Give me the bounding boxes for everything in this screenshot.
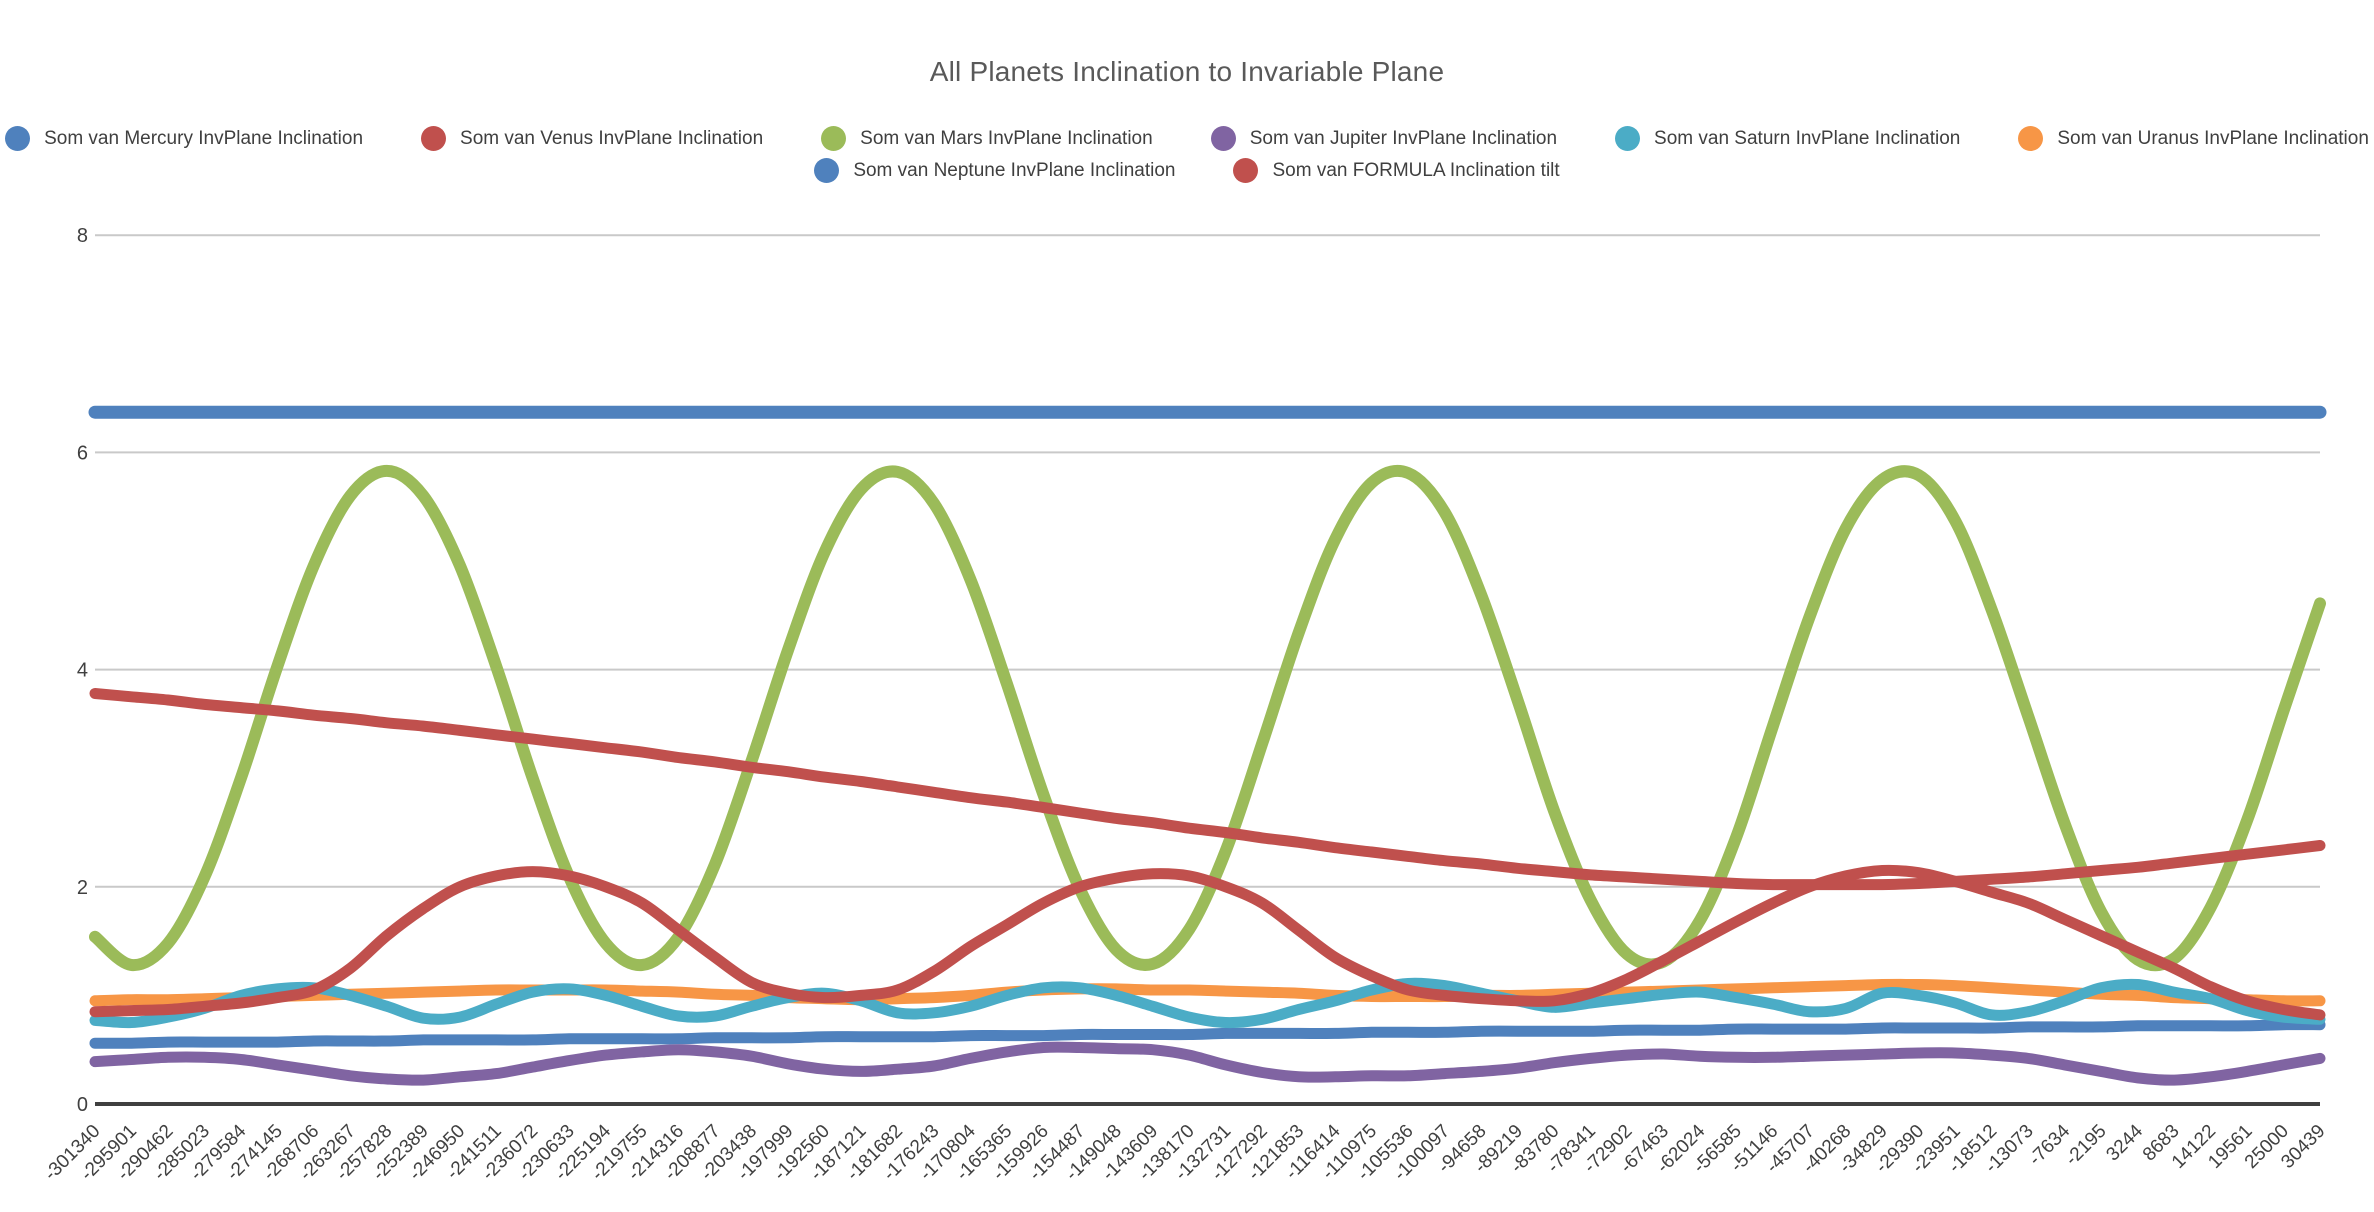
legend-item-saturn[interactable]: Som van Saturn InvPlane Inclination bbox=[1615, 126, 1960, 151]
series-line-saturn bbox=[89, 977, 2326, 1029]
y-axis-label: 4 bbox=[77, 660, 88, 682]
legend-row-1: Som van Mercury InvPlane Inclination Som … bbox=[0, 126, 2374, 151]
chart-legend: Som van Mercury InvPlane Inclination Som … bbox=[0, 126, 2374, 183]
legend-label-jupiter: Som van Jupiter InvPlane Inclination bbox=[1249, 127, 1558, 149]
legend-row-2: Som van Neptune InvPlane Inclination Som … bbox=[0, 158, 2374, 183]
series-line-uranus bbox=[89, 978, 2326, 1007]
legend-label-mars: Som van Mars InvPlane Inclination bbox=[860, 127, 1153, 149]
legend-marker-mars bbox=[821, 126, 847, 151]
legend-item-mercury[interactable]: Som van Mercury InvPlane Inclination bbox=[5, 126, 363, 151]
x-axis-label: -7634 bbox=[2025, 1120, 2075, 1170]
legend-label-formula: Som van FORMULA Inclination tilt bbox=[1272, 159, 1560, 181]
legend-label-neptune: Som van Neptune InvPlane Inclination bbox=[853, 159, 1176, 181]
y-axis-label: 8 bbox=[77, 225, 88, 247]
chart-title: All Planets Inclination to Invariable Pl… bbox=[929, 56, 1445, 87]
x-axis-label: 3244 bbox=[2102, 1120, 2147, 1165]
legend-item-neptune[interactable]: Som van Neptune InvPlane Inclination bbox=[814, 158, 1175, 183]
legend-item-mars[interactable]: Som van Mars InvPlane Inclination bbox=[821, 126, 1153, 151]
x-axis-label: -2195 bbox=[2061, 1121, 2110, 1170]
series-line-formula bbox=[89, 688, 2326, 891]
legend-item-formula[interactable]: Som van FORMULA Inclination tilt bbox=[1233, 158, 1560, 183]
legend-marker-formula bbox=[1233, 158, 1259, 183]
series-line-neptune bbox=[89, 1019, 2326, 1049]
legend-marker-mercury bbox=[5, 126, 31, 151]
legend-label-mercury: Som van Mercury InvPlane Inclination bbox=[44, 127, 364, 149]
legend-marker-uranus bbox=[2018, 126, 2044, 151]
legend-label-saturn: Som van Saturn InvPlane Inclination bbox=[1654, 127, 1961, 149]
legend-marker-saturn bbox=[1615, 126, 1641, 151]
series-line-jupiter bbox=[89, 1041, 2326, 1086]
legend-label-venus: Som van Venus InvPlane Inclination bbox=[460, 127, 764, 149]
legend-marker-venus bbox=[421, 126, 447, 151]
legend-marker-neptune bbox=[814, 158, 840, 183]
legend-label-uranus: Som van Uranus InvPlane Inclination bbox=[2057, 127, 2369, 149]
legend-item-venus[interactable]: Som van Venus InvPlane Inclination bbox=[421, 126, 763, 151]
legend-item-uranus[interactable]: Som van Uranus InvPlane Inclination bbox=[2018, 126, 2369, 151]
legend-marker-jupiter bbox=[1210, 126, 1236, 151]
y-axis-label: 6 bbox=[77, 442, 88, 464]
y-axis-label: 0 bbox=[77, 1094, 88, 1116]
legend-item-jupiter[interactable]: Som van Jupiter InvPlane Inclination bbox=[1210, 126, 1558, 151]
y-axis-label: 2 bbox=[77, 877, 88, 899]
